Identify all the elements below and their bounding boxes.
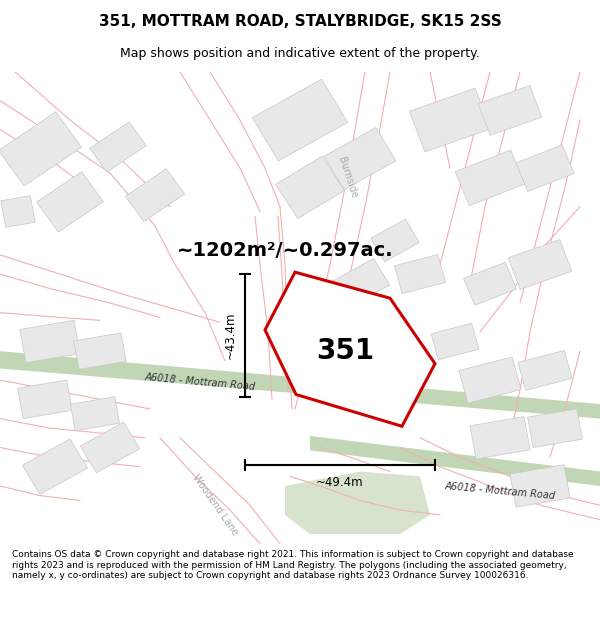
Polygon shape [518, 351, 572, 391]
Polygon shape [253, 79, 347, 161]
Polygon shape [17, 380, 73, 419]
Polygon shape [90, 122, 146, 172]
Polygon shape [409, 88, 491, 152]
Text: Burnside: Burnside [337, 156, 359, 200]
Polygon shape [394, 254, 446, 294]
Text: ~49.4m: ~49.4m [316, 476, 364, 489]
Polygon shape [516, 145, 574, 191]
Polygon shape [20, 321, 80, 362]
Text: 351: 351 [316, 337, 374, 365]
Polygon shape [508, 239, 572, 289]
Text: A6018 - Mottram Road: A6018 - Mottram Road [144, 372, 256, 392]
Text: A6018 - Mottram Road: A6018 - Mottram Road [444, 481, 556, 501]
Polygon shape [324, 127, 396, 189]
Text: Map shows position and indicative extent of the property.: Map shows position and indicative extent… [120, 48, 480, 61]
Polygon shape [459, 357, 521, 403]
Polygon shape [464, 262, 517, 305]
Polygon shape [74, 333, 126, 369]
Polygon shape [125, 169, 185, 222]
Polygon shape [22, 439, 88, 494]
Polygon shape [527, 409, 583, 447]
Text: Contains OS data © Crown copyright and database right 2021. This information is : Contains OS data © Crown copyright and d… [12, 550, 574, 580]
Polygon shape [371, 219, 419, 262]
Polygon shape [455, 150, 525, 206]
Polygon shape [0, 112, 82, 186]
Polygon shape [307, 317, 353, 356]
Polygon shape [478, 86, 542, 135]
Polygon shape [80, 422, 140, 473]
Polygon shape [470, 417, 530, 459]
Polygon shape [275, 156, 344, 219]
Text: Woodend Lane: Woodend Lane [190, 473, 240, 538]
Polygon shape [310, 436, 600, 486]
Polygon shape [265, 272, 435, 426]
Polygon shape [285, 471, 430, 534]
Polygon shape [510, 465, 570, 507]
Polygon shape [1, 196, 35, 228]
Text: ~1202m²/~0.297ac.: ~1202m²/~0.297ac. [176, 241, 394, 259]
Text: ~43.4m: ~43.4m [224, 312, 237, 359]
Polygon shape [0, 351, 600, 419]
Polygon shape [70, 397, 119, 431]
Polygon shape [331, 258, 389, 309]
Polygon shape [431, 323, 479, 360]
Text: 351, MOTTRAM ROAD, STALYBRIDGE, SK15 2SS: 351, MOTTRAM ROAD, STALYBRIDGE, SK15 2SS [98, 14, 502, 29]
Polygon shape [37, 172, 103, 232]
